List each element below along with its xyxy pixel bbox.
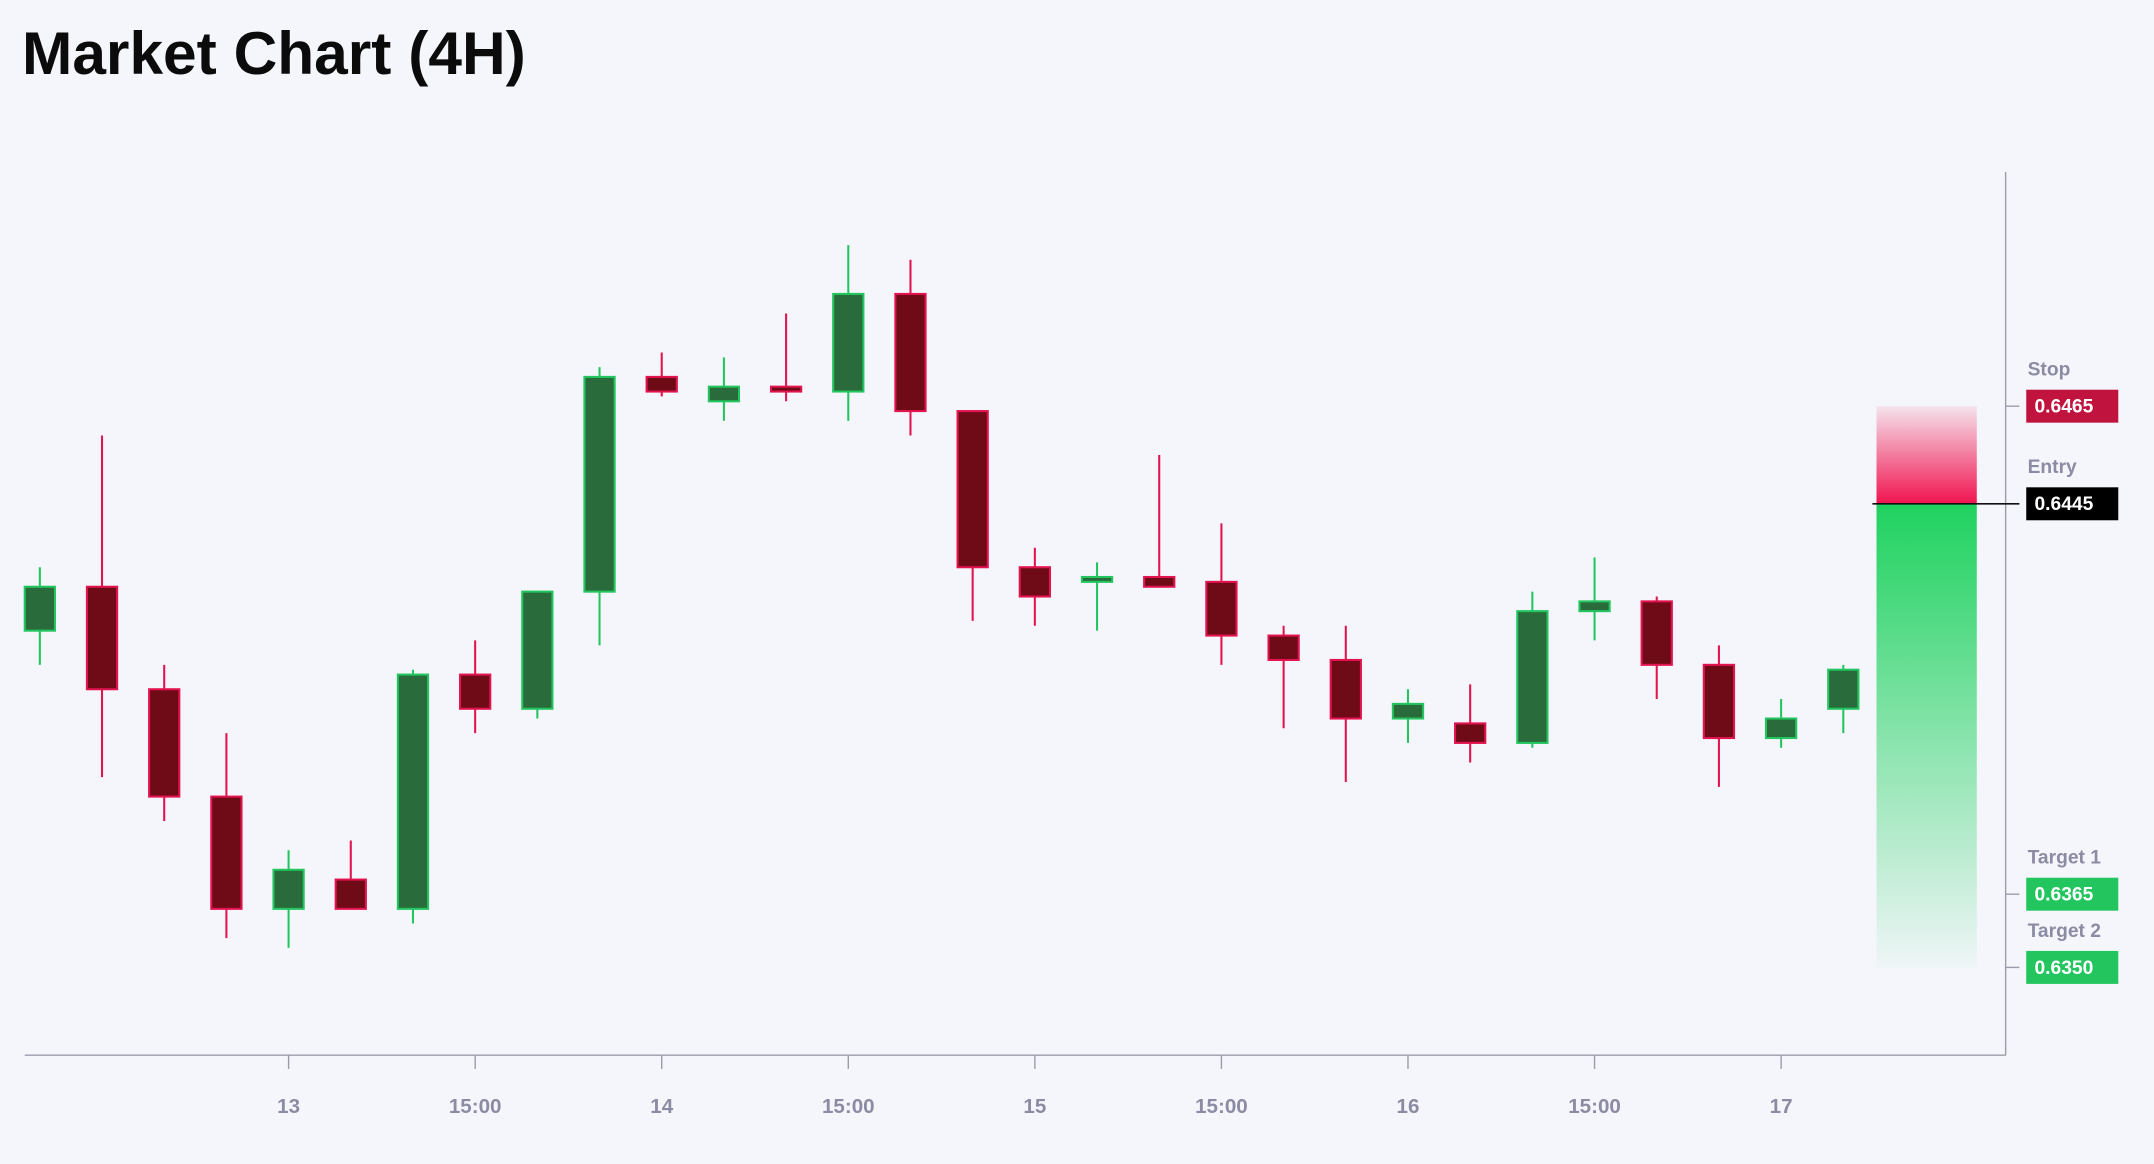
level-box xyxy=(2026,389,2119,423)
candle-body xyxy=(85,585,119,691)
candle-body xyxy=(1640,600,1673,666)
candle-body xyxy=(334,878,367,910)
x-tick-label: 13 xyxy=(277,1095,300,1118)
candle-body xyxy=(956,410,989,569)
level-name: Target 2 xyxy=(2028,921,2101,942)
level-value: 0.6350 xyxy=(2034,958,2093,979)
level-box xyxy=(2026,950,2119,984)
x-tick-label: 16 xyxy=(1397,1095,1420,1118)
candle-body xyxy=(894,292,927,413)
reward-zone xyxy=(1876,503,1977,968)
level-box xyxy=(2026,877,2119,911)
level-value: 0.6465 xyxy=(2034,397,2093,418)
candle-body xyxy=(1143,575,1176,588)
candle-body xyxy=(832,292,865,393)
candle-body xyxy=(645,375,678,393)
risk-zone xyxy=(1876,406,1977,504)
candle-body xyxy=(23,585,56,632)
candle-body xyxy=(1018,566,1051,598)
level-name: Stop xyxy=(2028,360,2071,381)
candle-body xyxy=(1827,668,1860,710)
candle-body xyxy=(1764,717,1798,740)
candle-body xyxy=(521,590,554,710)
x-tick-label: 15:00 xyxy=(1568,1095,1621,1118)
level-value: 0.6445 xyxy=(2034,494,2093,515)
candle-body xyxy=(1205,580,1238,637)
candle-body xyxy=(459,673,492,710)
candle-body xyxy=(1702,663,1736,740)
x-tick-label: 15 xyxy=(1023,1095,1046,1118)
candle-body xyxy=(1329,658,1362,720)
x-tick-label: 15:00 xyxy=(822,1095,875,1118)
candle-body xyxy=(1454,722,1487,744)
candle-body xyxy=(583,375,616,593)
candle-body xyxy=(1267,634,1300,661)
level-name: Entry xyxy=(2028,457,2077,478)
candle-body xyxy=(148,688,181,798)
chart-title: Market Chart (4H) xyxy=(22,19,526,87)
x-tick-label: 15:00 xyxy=(1195,1095,1248,1118)
candle-body xyxy=(707,385,741,403)
x-tick-label: 17 xyxy=(1770,1095,1793,1118)
candle-body xyxy=(272,868,305,910)
candle-body xyxy=(1391,702,1425,720)
candle-body xyxy=(1578,600,1611,613)
level-name: Target 1 xyxy=(2028,848,2102,869)
level-box xyxy=(2026,487,2119,521)
x-tick-label: 14 xyxy=(650,1095,673,1118)
candle-body xyxy=(210,795,243,910)
candle-body xyxy=(1080,575,1114,583)
candle-body xyxy=(1516,610,1549,744)
candle-body xyxy=(396,673,430,910)
candle-body xyxy=(769,385,803,393)
level-value: 0.6365 xyxy=(2034,885,2093,906)
x-tick-label: 15:00 xyxy=(449,1095,502,1118)
